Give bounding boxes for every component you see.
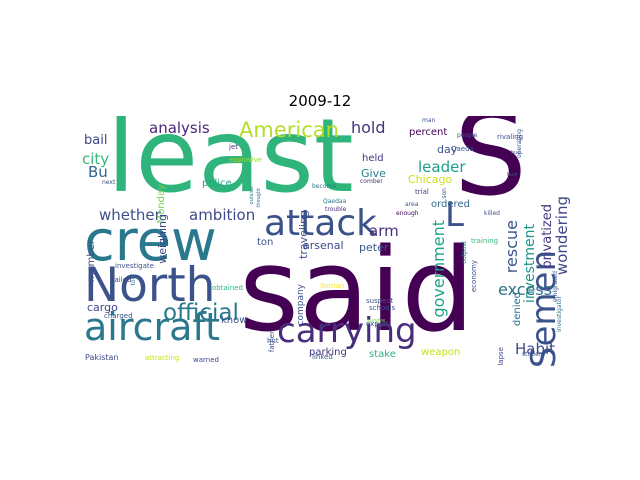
cloud-word: explosive [229,156,263,164]
cloud-word: attack [264,203,377,244]
cloud-word: parking [309,347,347,358]
cloud-word: least [107,116,354,216]
cloud-word: said [239,224,475,358]
cloud-word: investigator [556,296,563,332]
cloud-word: told [130,274,137,286]
cloud-word: leader [418,158,466,176]
cloud-word: linked [312,353,333,361]
chart-title: 2009-12 [288,92,352,110]
cloud-word: city [82,150,110,168]
cloud-word: aircraft [84,305,221,349]
cloud-word: rivaling [497,133,524,141]
cloud-word: student [522,351,545,358]
cloud-word: police [202,178,232,189]
cloud-word: ton [257,237,274,248]
cloud-word: killed [484,210,500,217]
cloud-word: member [86,240,97,283]
cloud-word: day [437,143,458,156]
cloud-word: failed [112,276,132,284]
cloud-word: peter [359,241,389,254]
cloud-word: wondering [553,196,571,276]
cloud-word: Habit [515,340,556,358]
cloud-word: obtained [212,284,243,292]
cloud-word: man [422,117,436,124]
cloud-word: official [163,300,239,326]
cloud-word: hurt [507,172,518,178]
cloud-word: excess [498,280,553,299]
cloud-word: trial [415,188,429,196]
cloud-word: weighing [156,214,169,264]
cloud-word: people [457,132,478,139]
cloud-word: survive [367,318,386,324]
cloud-word: area [405,201,419,208]
cloud-word: charged [104,312,133,320]
cloud-word: attracting [145,354,180,362]
cloud-word: jet [229,143,238,151]
cloud-word: percent [409,127,448,138]
cloud-word: hold [351,118,386,137]
cloud-word: collapse [497,347,505,366]
cloud-word: Chicago [408,173,453,186]
cloud-word: thought [256,188,262,208]
cloud-word: schools [369,304,396,312]
cloud-word: company [296,284,306,326]
cloud-word: cargo [87,301,118,314]
cloud-word: become [312,183,337,190]
cloud-word: Qaeda [451,145,474,153]
cloud-word: L [445,195,464,235]
cloud-word: held [362,153,384,164]
cloud-word: North [84,258,216,313]
cloud-word: denied [512,292,523,327]
cloud-word: suspect [366,297,394,305]
cloud-word: Qaedaa [323,198,347,205]
cloud-word: analysis [149,119,210,137]
cloud-word: government [429,220,448,318]
cloud-word: arsenal [303,239,344,252]
cloud-word: American [239,118,339,142]
cloud-word: stake [369,349,396,360]
cloud-word: bus [511,150,520,156]
cloud-word: outpost [461,241,468,264]
cloud-word: expert [366,320,389,328]
cloud-word: bail [84,133,108,148]
cloud-word: economy [470,260,478,293]
cloud-word: trouble [325,206,347,213]
cloud-word: son [441,188,448,199]
cloud-word: enough [396,210,419,217]
cloud-word: comber [360,178,383,185]
cloud-word: next [102,179,116,186]
cloud-word: Bu [88,163,108,181]
cloud-word: ambition [189,206,256,224]
cloud-word: training [471,237,499,245]
cloud-word: arm [369,222,399,240]
cloud-word: weapon [421,347,461,358]
cloud-word: S [454,116,527,222]
cloud-word: hut [267,337,279,345]
cloud-word: outside [249,186,255,205]
cloud-word: know [221,315,248,326]
cloud-word: investigate [115,262,154,270]
cloud-word: crew [84,209,217,274]
cloud-word: whether [99,206,161,224]
cloud-word: Pakistan [85,353,119,362]
cloud-word: Iberian [320,282,345,290]
cloud-word: warned [193,356,219,364]
cloud-word: Give [361,167,386,180]
cloud-word: ordered [431,199,470,210]
cloud-word: rescue [502,220,521,274]
cloud-word: carrying [277,311,417,351]
